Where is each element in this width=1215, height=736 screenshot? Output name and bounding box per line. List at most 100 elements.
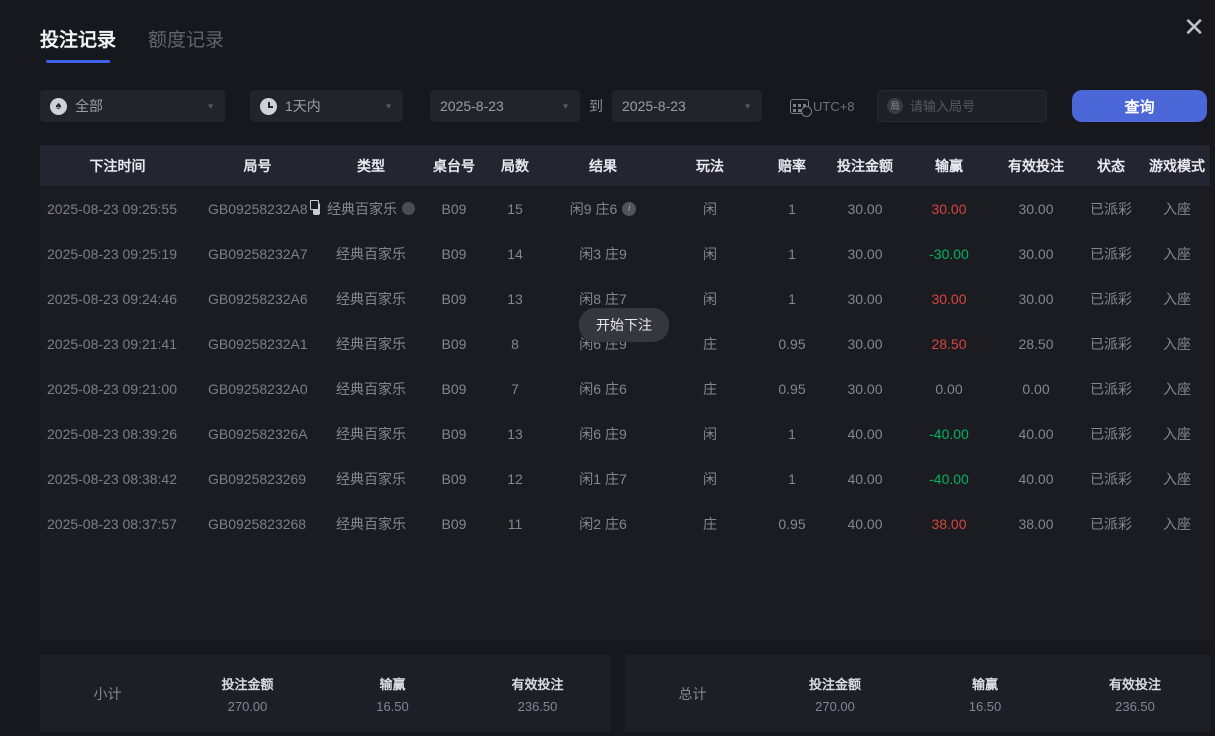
tab-bar: 投注记录 额度记录 (40, 25, 224, 63)
table-row[interactable]: 2025-08-23 09:25:19 GB09258232A7 经典百家乐 B09 1… (40, 231, 1210, 276)
cell-play: 庄 (662, 514, 758, 534)
subtotal-bet-amount: 投注金额 270.00 (175, 674, 320, 714)
table-row[interactable]: 2025-08-23 09:21:41 GB09258232A1 经典百家乐 B09 8… (40, 321, 1210, 366)
cell-odds: 1 (758, 471, 826, 487)
query-button[interactable]: 查询 (1072, 90, 1207, 122)
cell-win_loss: 38.00 (904, 516, 994, 532)
cell-valid_bet: 40.00 (994, 426, 1078, 442)
cell-text: GB0925823268 (208, 515, 307, 532)
subtotal-win-loss: 输赢 16.50 (320, 674, 465, 714)
game-type-select[interactable]: ♠ 全部 ▼ (40, 90, 225, 122)
cell-text: 1 (788, 470, 796, 487)
game-type-value: 全部 (75, 98, 103, 114)
close-icon[interactable]: ✕ (1183, 12, 1205, 42)
cell-time: 2025-08-23 09:21:41 (40, 336, 195, 352)
cell-type: 经典百家乐 (320, 424, 422, 444)
cell-table_no: B09 (422, 246, 486, 262)
table-row[interactable]: 2025-08-23 09:25:55 GB09258232A8 经典百家乐 B09 1… (40, 186, 1210, 231)
table-row[interactable]: 2025-08-23 08:39:26 GB092582326A 经典百家乐 B09 1… (40, 411, 1210, 456)
column-header: 玩法 (696, 157, 724, 174)
cell-play: 闲 (662, 424, 758, 444)
cell-mode: 入座 (1144, 289, 1210, 309)
cell-text: 30.00 (847, 200, 883, 217)
info-icon[interactable]: i (622, 201, 637, 216)
cell-win_loss: -30.00 (904, 246, 994, 262)
cell-type: 经典百家乐 (320, 469, 422, 489)
cell-text: GB09258232A8 (208, 200, 308, 217)
cell-win_loss: 30.00 (904, 201, 994, 217)
cell-text: 30.00 (847, 335, 883, 352)
table-row[interactable]: 2025-08-23 09:24:46 GB09258232A6 经典百家乐 B09 1… (40, 276, 1210, 321)
cell-text: 经典百家乐 (327, 200, 397, 217)
cell-text: B09 (441, 200, 467, 217)
cell-round_id: GB09258232A7 (195, 246, 320, 262)
cell-table_no: B09 (422, 426, 486, 442)
cell-mode: 入座 (1144, 334, 1210, 354)
cell-text: 30.00 (1018, 290, 1054, 307)
stat-label: 投注金额 (221, 676, 274, 692)
timezone-indicator[interactable]: UTC+8 (790, 98, 862, 117)
cell-text: GB0925823269 (208, 470, 307, 487)
cell-bet_amount: 30.00 (826, 336, 904, 352)
cell-text: 30.00 (847, 380, 883, 397)
cell-round_no: 13 (486, 291, 544, 307)
table-row[interactable]: 2025-08-23 08:38:42 GB0925823269 经典百家乐 B09 1… (40, 456, 1210, 501)
cell-text: 0.00 (1022, 380, 1050, 397)
cell-text: 1 (788, 245, 796, 262)
cell-round_id: GB0925823269 (195, 471, 320, 487)
cell-text: 0.00 (935, 380, 963, 397)
stat-value: 16.50 (376, 698, 409, 714)
cell-round_id: GB09258232A1 (195, 336, 320, 352)
cell-text: 闲6 庄9 (579, 425, 627, 442)
cell-text: 30.00 (847, 290, 883, 307)
date-from-select[interactable]: 2025-8-23 ▼ (430, 90, 580, 122)
cell-text: B09 (441, 470, 467, 487)
cell-text: 40.00 (1018, 425, 1054, 442)
cell-text: GB09258232A7 (208, 245, 308, 262)
table-row[interactable]: 2025-08-23 09:21:00 GB09258232A0 经典百家乐 B09 7… (40, 366, 1210, 411)
cell-text: 入座 (1163, 200, 1191, 217)
cell-text: 13 (507, 290, 523, 307)
subtotal-valid-bet: 有效投注 236.50 (465, 674, 610, 714)
stat-label: 输赢 (971, 676, 998, 692)
stat-value: 236.50 (517, 698, 558, 714)
cell-text: 已派彩 (1090, 515, 1132, 532)
cell-text: GB09258232A0 (208, 380, 308, 397)
round-search-input[interactable] (910, 98, 1037, 114)
cell-text: 2025-08-23 08:39:26 (47, 425, 177, 442)
cell-text: 0.95 (778, 515, 806, 532)
cell-time: 2025-08-23 08:37:57 (40, 516, 195, 532)
cell-table_no: B09 (422, 336, 486, 352)
date-to-select[interactable]: 2025-8-23 ▼ (612, 90, 762, 122)
copy-icon[interactable] (309, 199, 320, 215)
cell-type: 经典百家乐 (320, 199, 422, 219)
chevron-down-icon: ▼ (384, 102, 393, 110)
cell-status: 已派彩 (1078, 199, 1144, 219)
table-row[interactable]: 2025-08-23 08:37:57 GB0925823268 经典百家乐 B09 1… (40, 501, 1210, 546)
bet-records-table: 下注时间 局号 类型 桌台号 局数 结果 玩法 赔率 投注金额 输赢 有效投注 状态 游戏模式 2025… (40, 145, 1210, 640)
cell-status: 已派彩 (1078, 424, 1144, 444)
cell-bet_amount: 30.00 (826, 201, 904, 217)
cell-mode: 入座 (1144, 514, 1210, 534)
cell-text: GB09258232A6 (208, 290, 308, 307)
tab-quota-records[interactable]: 额度记录 (148, 30, 225, 51)
cell-result: 闲6 庄9 (544, 424, 662, 444)
cell-text: 30.00 (1018, 200, 1054, 217)
cell-text: 40.00 (1018, 470, 1054, 487)
total-bet-amount: 投注金额 270.00 (760, 674, 910, 714)
cell-text: 40.00 (847, 470, 883, 487)
cell-round_id: GB0925823268 (195, 516, 320, 532)
game-type-dot-icon (402, 202, 415, 215)
cell-valid_bet: 40.00 (994, 471, 1078, 487)
cell-text: 40.00 (847, 425, 883, 442)
tab-bet-records[interactable]: 投注记录 (40, 25, 116, 63)
cell-text: 2025-08-23 09:24:46 (47, 290, 177, 307)
cell-result: 闲9 庄6 i (544, 199, 662, 219)
cell-table_no: B09 (422, 201, 486, 217)
time-range-select[interactable]: 1天内 ▼ (250, 90, 403, 122)
cell-text: 已派彩 (1090, 425, 1132, 442)
cell-text: 闲6 庄6 (579, 380, 627, 397)
cell-text: 入座 (1163, 380, 1191, 397)
column-header: 类型 (357, 157, 385, 174)
cell-text: 30.00 (931, 200, 967, 217)
